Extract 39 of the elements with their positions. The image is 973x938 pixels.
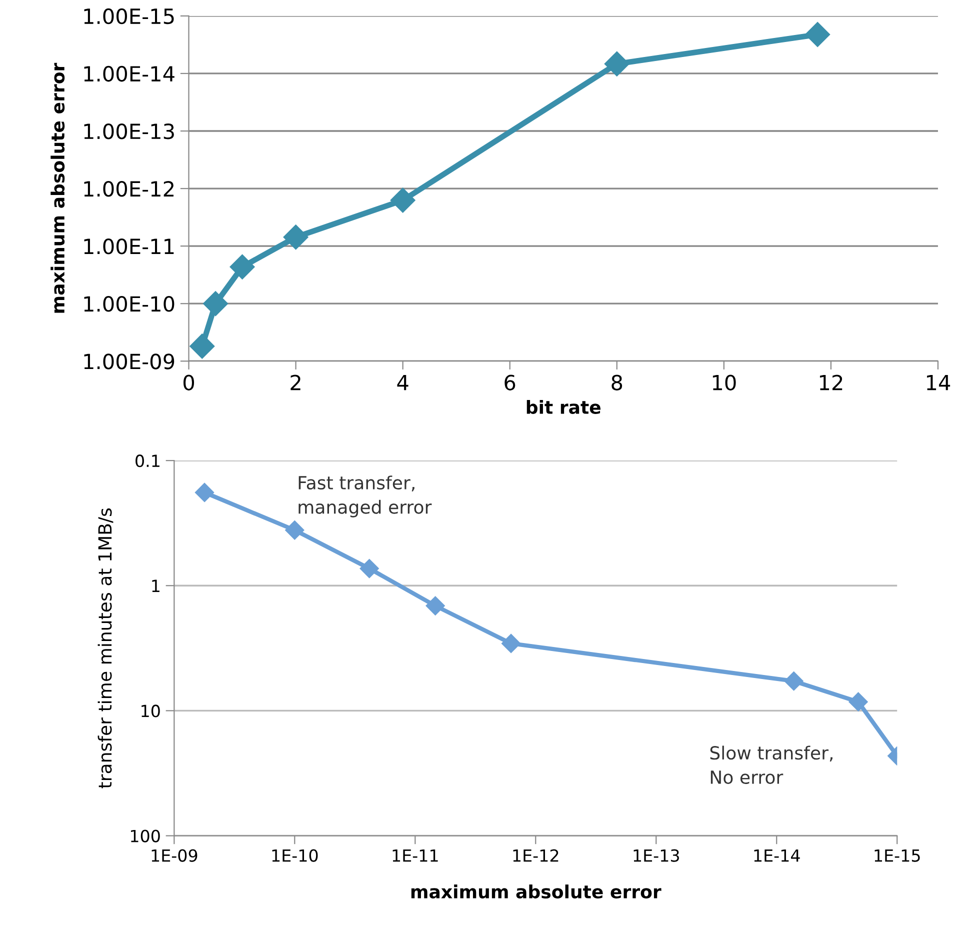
y-tick-label: 10 [142,704,160,718]
x-tick-label: 4 [397,374,408,390]
point [283,224,308,250]
x-tick-label: 0 [184,374,194,390]
annotation: Slow transfer, No error [710,746,832,784]
point [390,188,416,213]
y-tick-label: 0.1 [136,454,160,468]
y-tick-label: 1.00E-12 [84,180,174,197]
point [230,254,255,280]
y-axis-title: transfer time minutes at 1MB/s [98,508,114,788]
x-tick-label: 1E-12 [513,849,558,862]
x-axis-title: maximum absolute error [411,884,662,899]
x-tick-label: 14 [927,374,950,390]
point [805,22,830,47]
y-tick-label: 100 [130,830,160,842]
y-tick-label: 1.00E-14 [84,66,174,82]
x-tick-label: 1E-09 [152,849,198,862]
y-tick-label: 1.00E-15 [84,8,174,24]
x-tick-label: 6 [504,374,516,390]
y-tick-label: 1.00E-11 [84,238,174,254]
x-tick-label: 1E-15 [874,849,920,862]
x-tick-label: 8 [612,374,622,390]
x-tick-label: 1E-11 [392,849,438,862]
y-axis-title: maximum absolute error [50,62,65,313]
y-tick-label: 1 [152,580,160,592]
x-tick-label: 10 [712,374,736,390]
x-tick-label: 1E-10 [272,849,318,862]
x-tick-label: 2 [290,374,300,390]
x-tick-label: 1E-14 [754,849,800,862]
annotation: Fast transfer, managed error [298,476,432,518]
point [604,51,630,76]
x-tick-label: 1E-13 [634,849,679,862]
x-axis-title: bit rate [526,400,600,414]
y-tick-label: 1.00E-10 [84,296,174,312]
y-tick-label: 1.00E-09 [84,354,174,370]
y-tick-label: 1.00E-13 [84,123,174,140]
point [190,334,215,359]
x-tick-label: 12 [820,374,842,390]
point [203,291,228,316]
